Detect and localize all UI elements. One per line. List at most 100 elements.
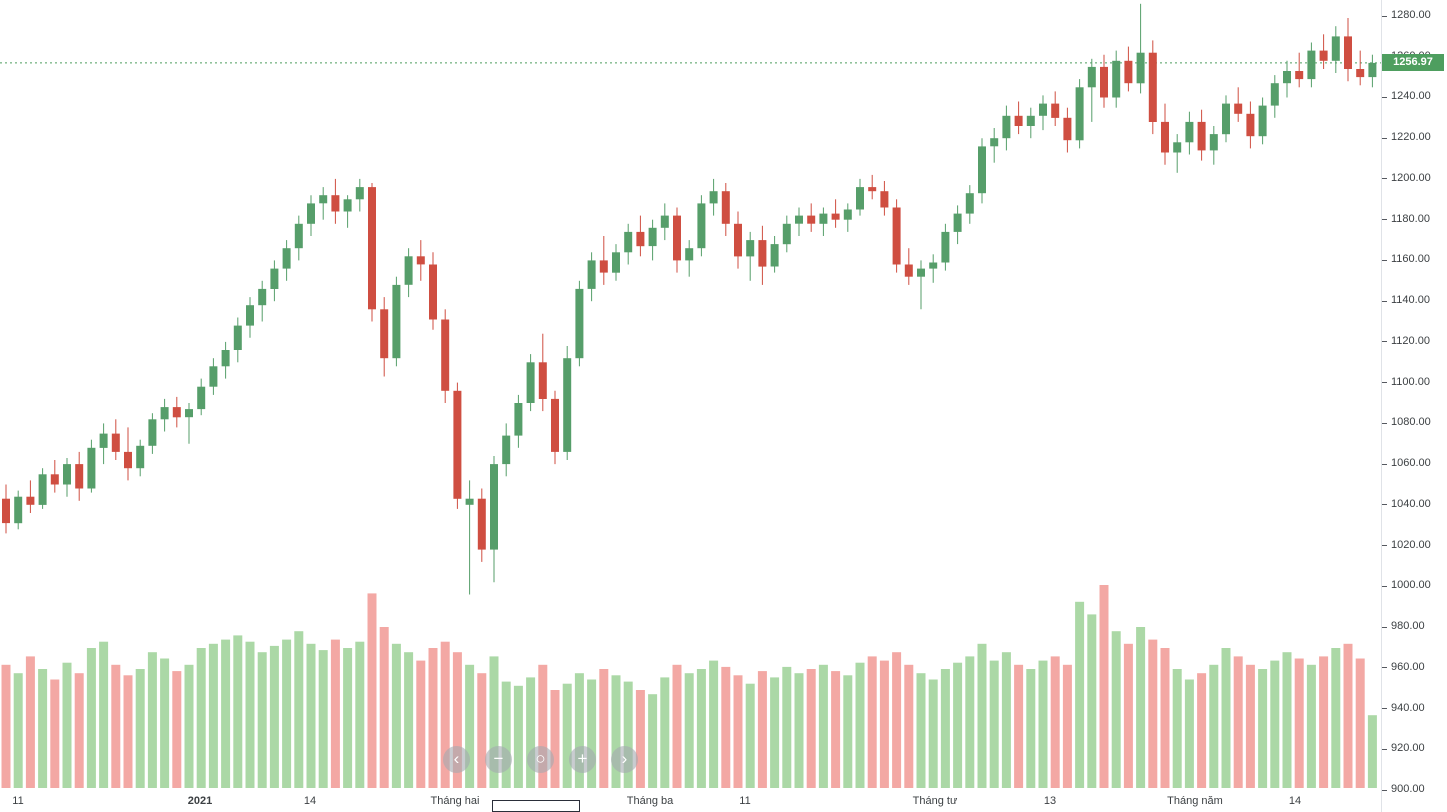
candle-body — [1270, 83, 1279, 106]
candle-body — [2, 498, 10, 524]
volume-bar — [733, 675, 743, 795]
time-axis-label: 11 — [12, 795, 24, 807]
volume-bar — [916, 673, 926, 795]
candle-body — [270, 268, 279, 289]
volume-bar — [233, 635, 243, 795]
candle-body — [75, 464, 84, 489]
volume-bar — [574, 673, 584, 795]
volume-bar — [1319, 656, 1329, 795]
bottom-popup-partial[interactable] — [492, 800, 580, 812]
candle-body — [282, 248, 291, 269]
candle-body — [343, 199, 352, 212]
candle-body — [1222, 103, 1230, 135]
chart-nav-toolbar: ‹ − ○ + › — [443, 746, 638, 773]
volume-bar — [282, 639, 292, 795]
candle-body — [782, 223, 791, 245]
volume-bar — [1209, 664, 1219, 795]
candle-body — [1197, 121, 1206, 151]
nav-zoom-in-button[interactable]: + — [569, 746, 596, 773]
price-axis-tick — [1382, 463, 1387, 465]
volume-bar — [1075, 601, 1085, 795]
volume-bar — [599, 669, 609, 795]
volume-bar — [623, 681, 633, 795]
candle-body — [1319, 50, 1328, 61]
price-axis[interactable]: 1280.001260.001240.001220.001200.001180.… — [1381, 0, 1447, 812]
candle-body — [1331, 36, 1340, 61]
volume-bar — [111, 664, 121, 795]
volume-bar — [1282, 652, 1292, 795]
price-axis-label: 1220.00 — [1391, 131, 1431, 144]
volume-bar — [635, 690, 645, 795]
candle-body — [1368, 62, 1377, 78]
volume-bar — [404, 652, 414, 795]
price-axis-tick — [1382, 667, 1387, 669]
volume-bar — [1331, 648, 1341, 795]
volume-bar — [74, 673, 84, 795]
nav-scroll-right-button[interactable]: › — [611, 746, 638, 773]
price-axis-tick — [1382, 545, 1387, 547]
candle-body — [673, 215, 681, 261]
volume-bar — [1343, 643, 1353, 795]
candle-body — [685, 248, 694, 261]
candle-body — [770, 244, 779, 267]
candle-body — [1148, 52, 1157, 123]
candle-body — [1124, 60, 1133, 84]
candle-body — [660, 215, 669, 228]
candle-body — [294, 223, 303, 249]
volume-bar — [953, 662, 963, 795]
candle-body — [1112, 60, 1121, 98]
volume-bar — [245, 641, 255, 795]
candle-body — [831, 213, 840, 220]
volume-bar — [1038, 660, 1048, 795]
volume-bar — [513, 685, 523, 795]
price-axis-tick — [1382, 137, 1387, 139]
volume-bar — [13, 673, 23, 795]
volume-bar — [1111, 631, 1121, 795]
time-axis[interactable]: 11 2021 14 Tháng hai Tháng ba 11 Tháng tư 13 Thá… — [0, 788, 1381, 812]
candle-body — [477, 498, 486, 550]
candle-body — [1087, 66, 1096, 88]
volume-bar — [648, 694, 658, 795]
volume-bar — [721, 666, 731, 795]
volume-bar — [611, 675, 621, 795]
volume-bar — [745, 683, 755, 795]
volume-bar — [50, 679, 60, 795]
volume-bar — [1258, 669, 1268, 795]
volume-bar — [855, 662, 865, 795]
volume-bar — [208, 643, 218, 795]
candle-body — [185, 409, 193, 418]
candle-body — [441, 319, 450, 391]
volume-bar — [1050, 656, 1060, 795]
candle-body — [172, 407, 181, 418]
candle-body — [1246, 113, 1255, 137]
volume-bar — [1160, 648, 1170, 795]
candle-body — [575, 288, 584, 359]
candle-body — [221, 350, 230, 367]
volume-bar — [1014, 664, 1024, 795]
candle-body — [1356, 69, 1365, 78]
volume-bar — [489, 656, 499, 795]
price-axis-tick — [1382, 504, 1387, 506]
candle-body — [636, 231, 645, 247]
last-price-label: 1256.97 — [1393, 55, 1433, 68]
candle-body — [258, 288, 267, 306]
volume-bar — [757, 671, 767, 795]
candle-body — [368, 187, 376, 310]
nav-zoom-out-button[interactable]: − — [485, 746, 512, 773]
candlestick-chart[interactable] — [0, 0, 1381, 812]
candle-body — [868, 187, 877, 192]
price-axis-tick — [1382, 259, 1387, 261]
candle-body — [392, 284, 401, 359]
candle-body — [502, 435, 511, 465]
nav-scroll-left-button[interactable]: ‹ — [443, 746, 470, 773]
volume-bar — [977, 643, 987, 795]
volume-bar — [86, 648, 96, 795]
volume-bar — [269, 645, 279, 795]
candle-body — [551, 398, 559, 452]
candle-body — [843, 209, 852, 220]
nav-reset-view-button[interactable]: ○ — [527, 746, 554, 773]
candle-body — [1136, 52, 1145, 84]
candle-body — [99, 433, 108, 448]
candle-body — [319, 195, 328, 204]
volume-bar — [867, 656, 877, 795]
